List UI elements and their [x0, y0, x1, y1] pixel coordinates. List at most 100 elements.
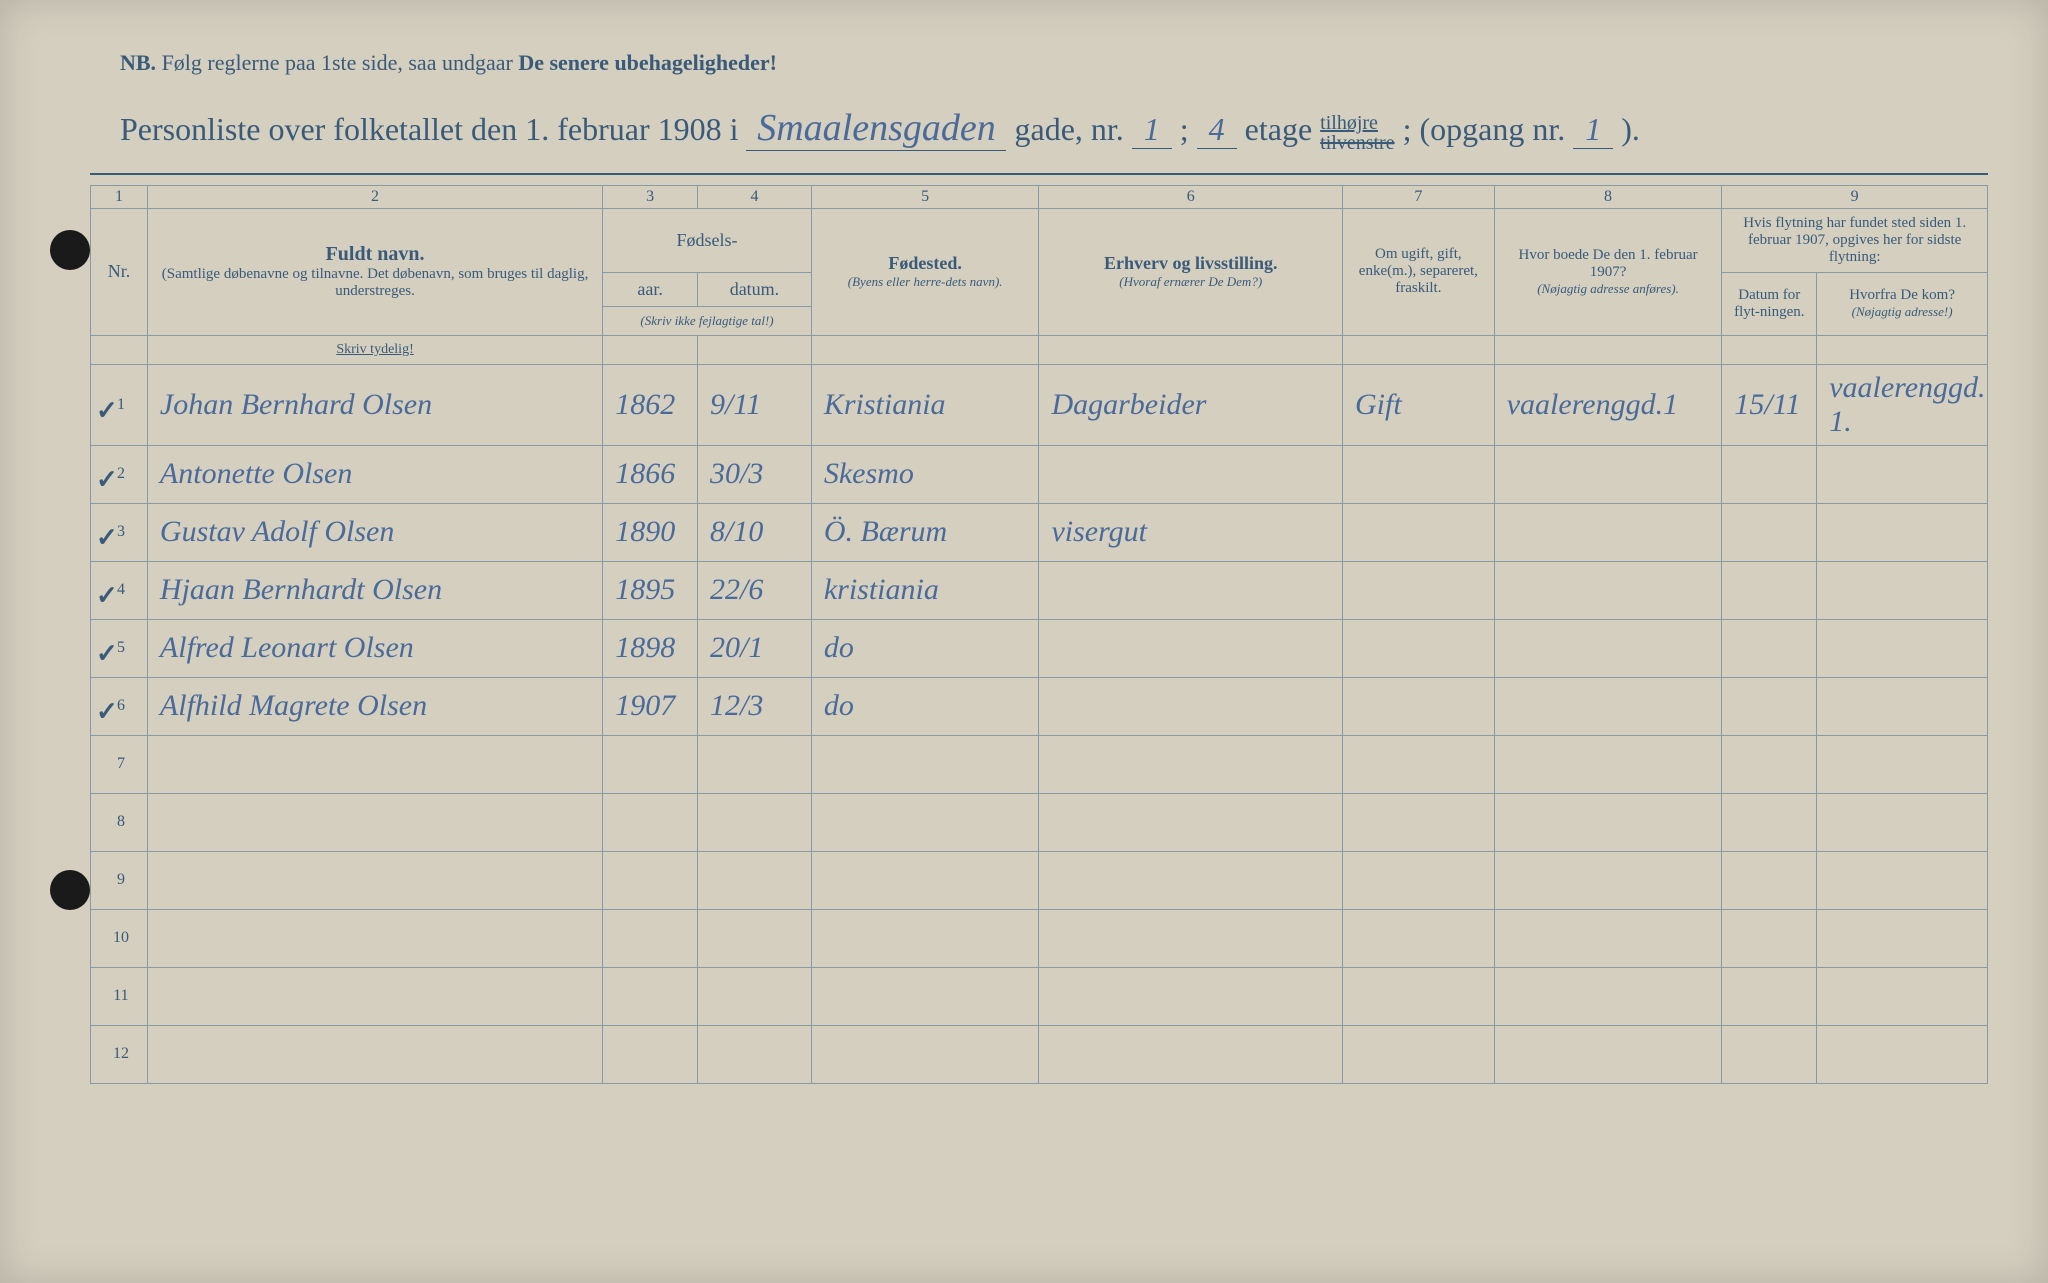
cell-movedate — [1722, 619, 1817, 677]
cell-occ — [1039, 561, 1343, 619]
table-row: 12 — [91, 1025, 1988, 1083]
cell-date — [698, 735, 812, 793]
cell-addr — [1494, 619, 1722, 677]
title-close: ). — [1621, 111, 1640, 147]
cell-place — [811, 1025, 1039, 1083]
cell-year: 1907 — [603, 677, 698, 735]
cell-place — [811, 909, 1039, 967]
cell-place — [811, 967, 1039, 1025]
cell-name: Gustav Adolf Olsen — [147, 503, 602, 561]
cell-place: do — [811, 677, 1039, 735]
cell-occ — [1039, 445, 1343, 503]
cell-from — [1817, 503, 1988, 561]
cell-occ — [1039, 619, 1343, 677]
header-row-1: Nr. Fuldt navn. (Samtlige døbenavne og t… — [91, 208, 1988, 272]
cell-addr — [1494, 445, 1722, 503]
colnum-7: 7 — [1342, 185, 1494, 208]
cell-year: 1895 — [603, 561, 698, 619]
cell-occ: Dagarbeider — [1039, 364, 1343, 445]
cell-movedate — [1722, 793, 1817, 851]
cell-from: vaalerenggd. 1. — [1817, 364, 1988, 445]
cell-date: 20/1 — [698, 619, 812, 677]
table-row: 5Alfred Leonart Olsen189820/1do — [91, 619, 1988, 677]
row-nr: 5 — [91, 619, 148, 677]
hdr-fodested: Fødested. (Byens eller herre-dets navn). — [811, 208, 1039, 335]
cell-from — [1817, 445, 1988, 503]
cell-movedate — [1722, 445, 1817, 503]
cell-marital: Gift — [1342, 364, 1494, 445]
cell-date — [698, 909, 812, 967]
hdr-fodsels: Fødsels- — [603, 208, 812, 272]
cell-occ: visergut — [1039, 503, 1343, 561]
cell-place: kristiania — [811, 561, 1039, 619]
cell-from — [1817, 1025, 1988, 1083]
cell-place: Skesmo — [811, 445, 1039, 503]
cell-name — [147, 793, 602, 851]
nb-prefix: NB. — [120, 50, 156, 75]
table-row: 2Antonette Olsen186630/3Skesmo — [91, 445, 1988, 503]
cell-name: Antonette Olsen — [147, 445, 602, 503]
cell-date: 22/6 — [698, 561, 812, 619]
row-nr: 10 — [91, 909, 148, 967]
row-nr: 1 — [91, 364, 148, 445]
column-numbers: 1 2 3 4 5 6 7 8 9 — [91, 185, 1988, 208]
cell-occ — [1039, 851, 1343, 909]
colnum-2: 2 — [147, 185, 602, 208]
hdr-datum-flyt: Datum for flyt-ningen. — [1722, 272, 1817, 335]
row-nr: 12 — [91, 1025, 148, 1083]
cell-addr — [1494, 735, 1722, 793]
colnum-9: 9 — [1722, 185, 1988, 208]
skriv-tydelig: Skriv tydelig! — [147, 335, 602, 364]
table-row: 11 — [91, 967, 1988, 1025]
cell-movedate — [1722, 851, 1817, 909]
row-nr: 8 — [91, 793, 148, 851]
tilvenstre: tilvenstre — [1320, 132, 1394, 154]
cell-place — [811, 735, 1039, 793]
cell-date — [698, 851, 812, 909]
nb-notice: NB. Følg reglerne paa 1ste side, saa und… — [90, 50, 1988, 76]
cell-name — [147, 735, 602, 793]
cell-from — [1817, 851, 1988, 909]
cell-marital — [1342, 1025, 1494, 1083]
opgang-label: ; (opgang nr. — [1403, 111, 1566, 147]
cell-addr — [1494, 793, 1722, 851]
cell-addr — [1494, 561, 1722, 619]
cell-marital — [1342, 445, 1494, 503]
cell-year: 1862 — [603, 364, 698, 445]
cell-name — [147, 851, 602, 909]
hdr-hvorfra: Hvorfra De kom? (Nøjagtig adresse!) — [1817, 272, 1988, 335]
cell-date: 9/11 — [698, 364, 812, 445]
cell-year — [603, 909, 698, 967]
hdr-hvorfra-main: Hvorfra De kom? — [1825, 287, 1979, 304]
hdr-aar: aar. — [603, 272, 698, 306]
cell-marital — [1342, 909, 1494, 967]
cell-date: 8/10 — [698, 503, 812, 561]
cell-occ — [1039, 793, 1343, 851]
cell-from — [1817, 735, 1988, 793]
cell-date — [698, 967, 812, 1025]
title-prefix: Personliste over folketallet den 1. febr… — [120, 111, 738, 147]
cell-movedate — [1722, 677, 1817, 735]
cell-occ — [1039, 677, 1343, 735]
cell-place — [811, 793, 1039, 851]
table-row: 8 — [91, 793, 1988, 851]
cell-year: 1898 — [603, 619, 698, 677]
hdr-boede-main: Hvor boede De den 1. februar 1907? — [1503, 247, 1714, 281]
cell-movedate — [1722, 1025, 1817, 1083]
opgang-nr: 1 — [1573, 111, 1613, 149]
cell-addr — [1494, 851, 1722, 909]
hdr-fodested-sub: (Byens eller herre-dets navn). — [820, 274, 1031, 290]
cell-from — [1817, 619, 1988, 677]
colnum-8: 8 — [1494, 185, 1722, 208]
cell-marital — [1342, 967, 1494, 1025]
page-title: Personliste over folketallet den 1. febr… — [90, 106, 1988, 175]
cell-year — [603, 851, 698, 909]
cell-from — [1817, 677, 1988, 735]
hdr-erhverv-main: Erhverv og livsstilling. — [1047, 253, 1334, 274]
cell-movedate — [1722, 909, 1817, 967]
cell-addr — [1494, 1025, 1722, 1083]
hdr-fodsels-sub: (Skriv ikke fejlagtige tal!) — [603, 306, 812, 335]
cell-name: Alfhild Magrete Olsen — [147, 677, 602, 735]
colnum-6: 6 — [1039, 185, 1343, 208]
hdr-fodested-main: Fødested. — [820, 253, 1031, 274]
